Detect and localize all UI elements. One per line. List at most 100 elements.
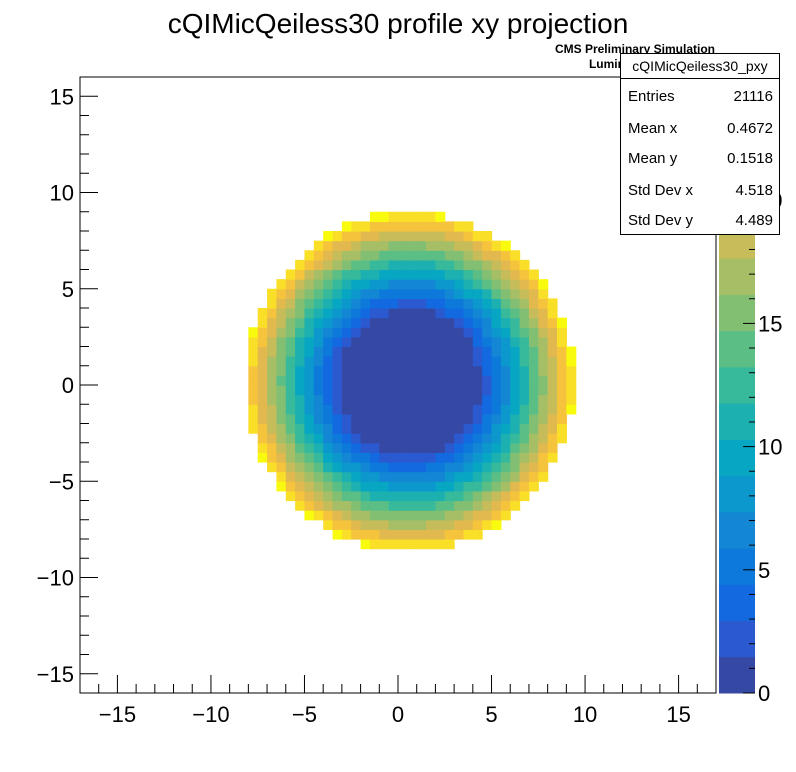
heatmap-cell — [276, 317, 287, 328]
heatmap-cell — [379, 279, 390, 290]
heatmap-cell — [472, 385, 483, 396]
heatmap-cell — [295, 490, 306, 502]
heatmap-cell — [416, 279, 427, 290]
heatmap-cell — [407, 510, 418, 521]
heatmap-cell — [276, 423, 287, 434]
y-tick-label: −10 — [37, 566, 74, 591]
heatmap-cell — [379, 510, 390, 521]
heatmap-cell — [304, 385, 315, 396]
heatmap-cell — [341, 404, 352, 415]
heatmap-cell — [388, 529, 399, 540]
heatmap-cell — [285, 442, 296, 453]
heatmap-cell — [276, 336, 287, 348]
heatmap-cell — [426, 240, 437, 251]
heatmap-cell — [313, 269, 324, 280]
heatmap-cell — [519, 317, 530, 328]
heatmap-cell — [360, 336, 371, 348]
heatmap-cell — [304, 423, 315, 434]
heatmap-cell — [369, 365, 380, 376]
heatmap-cell — [276, 308, 287, 319]
heatmap-cell — [295, 423, 306, 434]
heatmap-cell — [304, 490, 315, 502]
heatmap-cell — [538, 462, 549, 473]
heatmap-cell — [416, 298, 427, 309]
x-tick-label: 0 — [392, 702, 404, 727]
heatmap-cell — [426, 452, 437, 463]
heatmap-cell — [472, 375, 483, 386]
heatmap-cell — [323, 231, 334, 242]
heatmap-cell — [285, 471, 296, 482]
heatmap-cell — [360, 279, 371, 290]
heatmap-cell — [369, 231, 380, 242]
heatmap-cell — [295, 279, 306, 290]
heatmap-cell — [285, 308, 296, 319]
heatmap-cell — [444, 490, 455, 502]
heatmap-cell — [295, 433, 306, 444]
heatmap-cell — [248, 356, 259, 367]
heatmap-cell — [435, 327, 446, 338]
heatmap-cell — [416, 413, 427, 425]
heatmap-cell — [519, 375, 530, 386]
heatmap-cell — [435, 211, 446, 222]
heatmap-cell — [500, 298, 511, 309]
heatmap-cell — [379, 259, 390, 271]
heatmap-cell — [351, 433, 362, 444]
heatmap-cell — [360, 346, 371, 357]
heatmap-cell — [267, 452, 278, 463]
heatmap-cell — [444, 269, 455, 280]
heatmap-cell — [276, 452, 287, 463]
heatmap-cell — [295, 471, 306, 482]
heatmap-cell — [257, 317, 268, 328]
heatmap-cell — [351, 250, 362, 261]
heatmap-cell — [332, 327, 343, 338]
heatmap-cell — [426, 365, 437, 376]
heatmap-cell — [323, 481, 334, 492]
heatmap-cell — [257, 442, 268, 453]
x-tick-label: −15 — [99, 702, 136, 727]
heatmap-cell — [388, 298, 399, 309]
heatmap-cell — [360, 394, 371, 405]
heatmap-cell — [491, 356, 502, 367]
heatmap-cell — [313, 308, 324, 319]
heatmap-cell — [388, 288, 399, 299]
heatmap-cell — [500, 336, 511, 348]
heatmap-cell — [341, 529, 352, 540]
heatmap-cell — [341, 221, 352, 232]
heatmap-cell — [491, 394, 502, 405]
heatmap-cell — [351, 404, 362, 415]
heatmap-cell — [491, 423, 502, 434]
heatmap-cell — [351, 259, 362, 271]
heatmap-cell — [426, 481, 437, 492]
heatmap-cell — [398, 519, 408, 530]
heatmap-cell — [510, 404, 521, 415]
heatmap-cell — [444, 452, 455, 463]
heatmap-cell — [341, 231, 352, 242]
heatmap-cell — [257, 452, 268, 463]
heatmap-cell — [500, 327, 511, 338]
heatmap-cell — [463, 452, 474, 463]
x-tick-label: 5 — [485, 702, 497, 727]
heatmap-cell — [341, 240, 352, 251]
heatmap-cell — [407, 423, 418, 434]
heatmap-cell — [341, 385, 352, 396]
heatmap-cell — [463, 462, 474, 473]
heatmap-cell — [444, 375, 455, 386]
heatmap-cell — [444, 259, 455, 271]
heatmap-cell — [323, 288, 334, 299]
heatmap-cell — [388, 404, 399, 415]
heatmap-cell — [482, 500, 493, 511]
heatmap-cell — [538, 433, 549, 444]
heatmap-cell — [351, 385, 362, 396]
heatmap-cell — [332, 385, 343, 396]
heatmap-cell — [519, 462, 530, 473]
heatmap-cell — [454, 471, 465, 482]
heatmap-cell — [360, 298, 371, 309]
heatmap-cell — [482, 317, 493, 328]
heatmap-cell — [388, 413, 399, 425]
y-tick-label: −5 — [49, 469, 74, 494]
heatmap-cell — [472, 298, 483, 309]
heatmap-cell — [519, 298, 530, 309]
heatmap-cell — [313, 279, 324, 290]
heatmap-cell — [285, 317, 296, 328]
heatmap-cell — [285, 452, 296, 463]
